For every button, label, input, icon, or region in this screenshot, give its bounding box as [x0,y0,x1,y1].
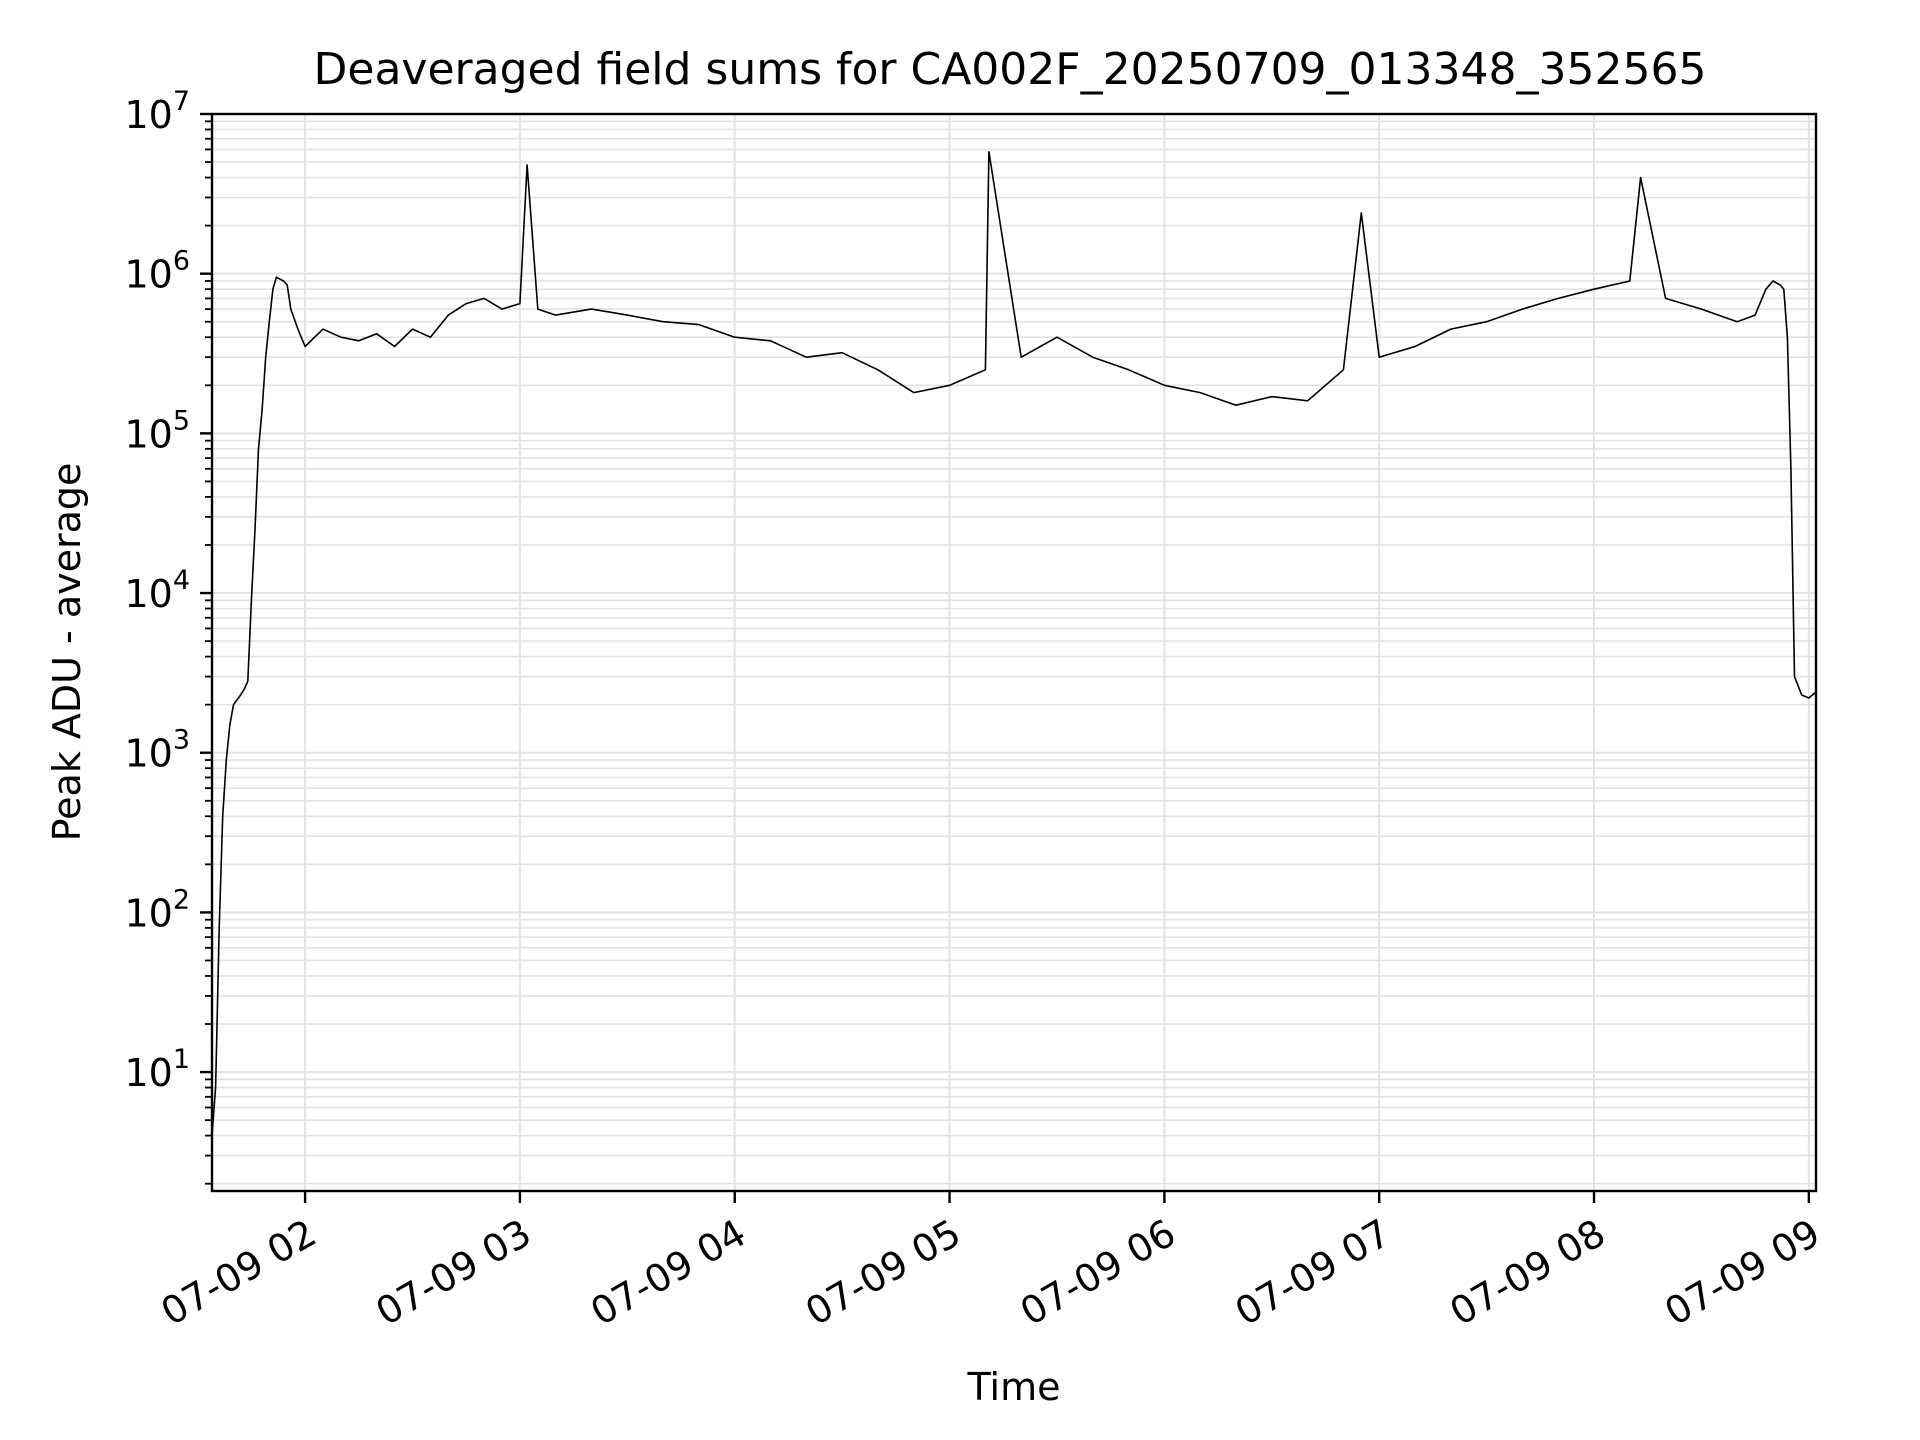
y-tick-label: 105 [124,405,190,456]
chart-title: Deaveraged field sums for CA002F_2025070… [314,44,1707,95]
x-tick-label: 07-09 02 [154,1211,324,1335]
x-tick-label: 07-09 03 [368,1211,538,1335]
x-tick-label: 07-09 08 [1443,1211,1613,1335]
x-axis-label: Time [967,1365,1061,1409]
x-tick-label: 07-09 09 [1657,1211,1827,1335]
y-tick-label: 103 [124,725,190,776]
y-tick-label: 101 [124,1044,190,1095]
series-line [211,151,1817,1136]
y-tick-label: 102 [124,884,190,935]
y-axis: 101 102 103 104 105 106 107 [124,86,212,1185]
y-tick-label: 107 [124,86,190,137]
y-axis-label: Peak ADU - average [45,463,89,842]
x-tick-label: 07-09 07 [1228,1211,1398,1335]
grid [212,113,1816,1191]
x-tick-label: 07-09 04 [583,1211,753,1335]
x-axis: 07-09 02 07-09 03 07-09 04 07-09 05 07-09 06… [154,1191,1827,1335]
x-tick-label: 07-09 05 [798,1211,968,1335]
y-tick-label: 104 [124,565,190,616]
y-tick-label: 106 [124,246,190,297]
data-line [211,151,1817,1136]
plot-frame [210,112,1818,1193]
x-tick-label: 07-09 06 [1013,1211,1183,1335]
